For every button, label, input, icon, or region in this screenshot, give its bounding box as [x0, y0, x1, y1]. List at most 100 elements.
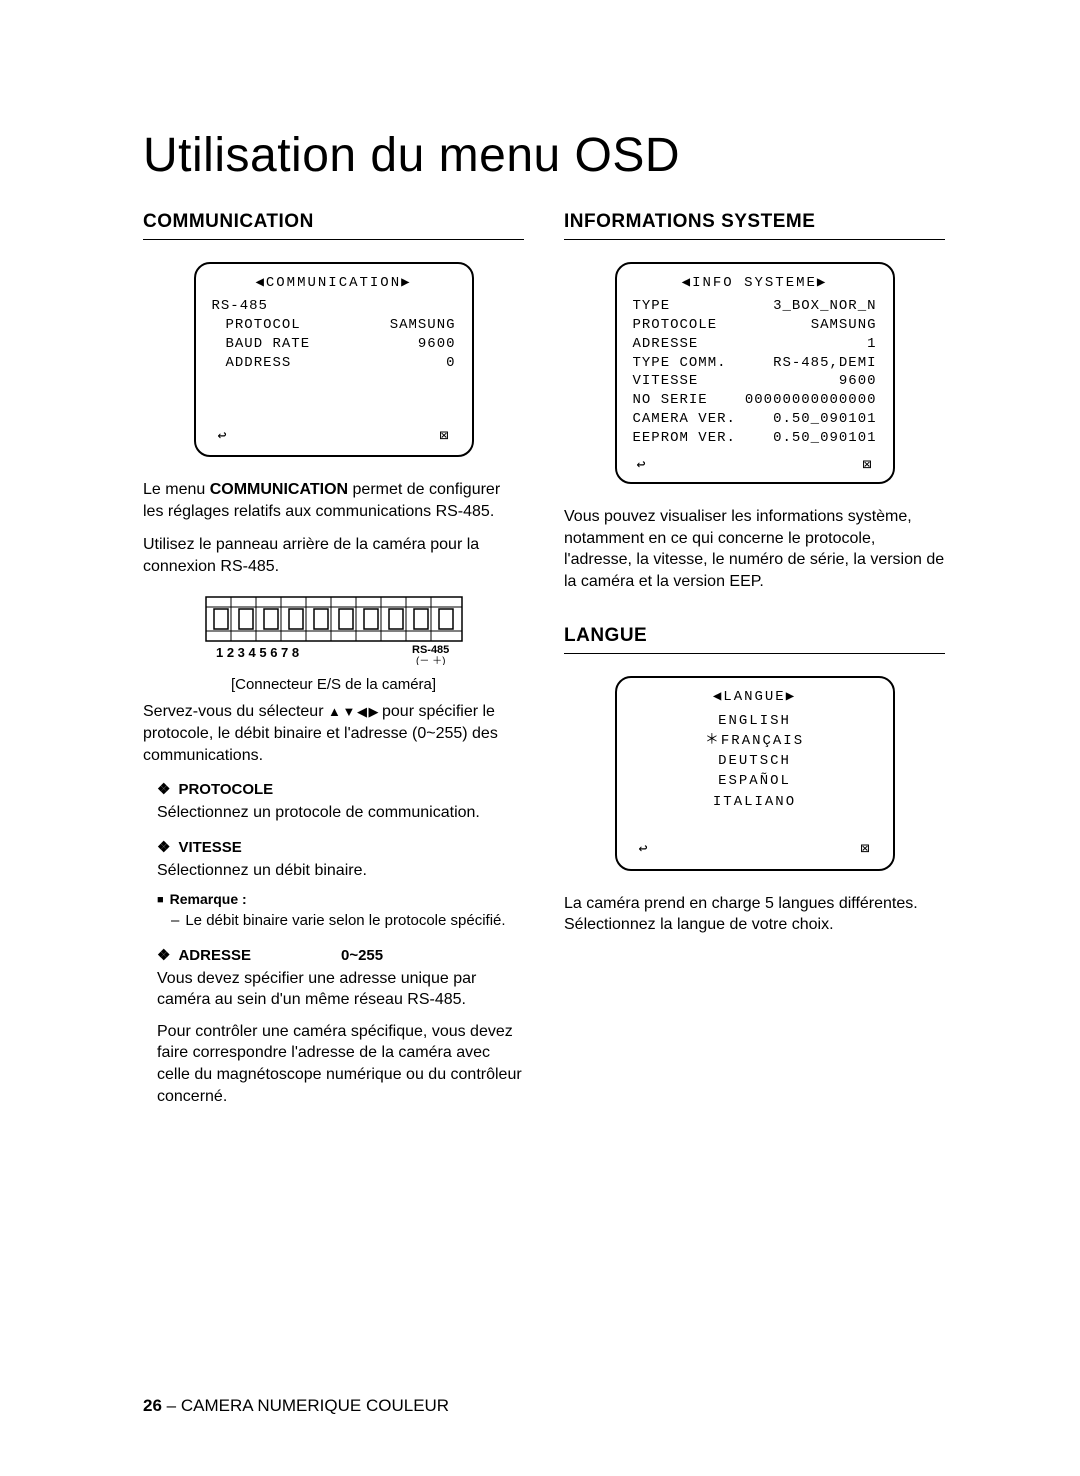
osd-communication: ◀COMMUNICATION▶ RS-485 PROTOCOL SAMSUNG …: [194, 262, 474, 457]
osd-title: ◀INFO SYSTEME▶: [633, 274, 877, 293]
osd-key: PROTOCOL: [226, 316, 301, 335]
back-icon: ↩: [637, 456, 647, 476]
text: Servez-vous du sélecteur: [143, 703, 328, 720]
lang-option: ESPAÑOL: [633, 771, 877, 791]
close-icon: ⊠: [862, 456, 872, 476]
remark-block: ■ Remarque : –Le débit binaire varie selo…: [157, 891, 524, 931]
osd-row: ADRESSE 1: [633, 335, 877, 354]
dash-icon: –: [171, 912, 179, 929]
osd-row: TYPE COMM. RS-485,DEMI: [633, 354, 877, 373]
connector-rs485-label: RS-485: [412, 644, 449, 656]
connector-svg: 1 2 3 4 5 6 7 8 RS-485 (－ ＋): [204, 595, 464, 665]
diamond-icon: ❖: [157, 781, 170, 798]
arrow-icons: ▲ ▼ ◀ ▶: [328, 704, 378, 719]
connector-polarity-label: (－ ＋): [416, 656, 445, 665]
square-bullet-icon: ■: [157, 894, 164, 906]
remark-text: Le débit binaire varie selon le protocol…: [185, 912, 505, 929]
osd-row: CAMERA VER. 0.50_090101: [633, 410, 877, 429]
osd-val: RS-485,DEMI: [773, 354, 876, 373]
paragraph: Vous pouvez visualiser les informations …: [564, 506, 945, 592]
item-text: Sélectionnez un débit binaire.: [157, 860, 524, 882]
osd-subheading: RS-485: [212, 297, 456, 316]
osd-val: 00000000000000: [745, 391, 877, 410]
osd-footer-icons: ↩ ⊠: [633, 456, 877, 476]
osd-val: 9600: [839, 372, 877, 391]
osd-info-systeme: ◀INFO SYSTEME▶ TYPE 3_BOX_NOR_N PROTOCOLE…: [615, 262, 895, 484]
lang-option: ITALIANO: [633, 792, 877, 812]
osd-val: 1: [867, 335, 876, 354]
heading-communication: COMMUNICATION: [143, 211, 524, 240]
heading-info-systeme: INFORMATIONS SYSTEME: [564, 211, 945, 240]
osd-row: EEPROM VER. 0.50_090101: [633, 429, 877, 448]
paragraph: Utilisez le panneau arrière de la caméra…: [143, 534, 524, 577]
footer-doc-title: CAMERA NUMERIQUE COULEUR: [181, 1396, 449, 1415]
osd-val: 3_BOX_NOR_N: [773, 297, 876, 316]
connector-numbers: 1 2 3 4 5 6 7 8: [216, 645, 299, 660]
item-text: Vous devez spécifier une adresse unique …: [157, 968, 524, 1011]
osd-val: 0.50_090101: [773, 429, 876, 448]
osd-key: NO SERIE: [633, 391, 708, 410]
paragraph: Servez-vous du sélecteur ▲ ▼ ◀ ▶ pour sp…: [143, 701, 524, 766]
back-icon: ↩: [218, 427, 228, 447]
page-number: 26: [143, 1396, 162, 1415]
osd-key: BAUD RATE: [226, 335, 311, 354]
osd-row: PROTOCOL SAMSUNG: [212, 316, 456, 335]
osd-langue: ◀LANGUE▶ ENGLISH ＊FRANÇAIS DEUTSCH ESPAÑ…: [615, 676, 895, 871]
osd-title: ◀COMMUNICATION▶: [212, 274, 456, 293]
osd-val: 9600: [418, 335, 456, 354]
connector-caption: [Connecteur E/S de la caméra]: [204, 676, 464, 693]
paragraph: La caméra prend en charge 5 langues diff…: [564, 893, 945, 936]
remark-heading: Remarque :: [170, 891, 247, 907]
item-adresse: ❖ ADRESSE 0~255 Vous devez spécifier une a…: [157, 946, 524, 1108]
page-title: Utilisation du menu OSD: [143, 128, 945, 183]
osd-key: ADRESSE: [633, 335, 699, 354]
connector-diagram: 1 2 3 4 5 6 7 8 RS-485 (－ ＋) [Connecteur…: [204, 595, 464, 693]
osd-key: PROTOCOLE: [633, 316, 718, 335]
osd-val: SAMSUNG: [390, 316, 456, 335]
osd-row: NO SERIE 00000000000000: [633, 391, 877, 410]
left-column: COMMUNICATION ◀COMMUNICATION▶ RS-485 PRO…: [143, 211, 524, 1113]
heading-langue: LANGUE: [564, 625, 945, 654]
lang-option-selected: ＊FRANÇAIS: [633, 731, 877, 751]
osd-footer-icons: ↩ ⊠: [635, 840, 875, 860]
lang-option: DEUTSCH: [633, 751, 877, 771]
page-footer: 26 – CAMERA NUMERIQUE COULEUR: [143, 1396, 449, 1416]
osd-key: TYPE COMM.: [633, 354, 727, 373]
osd-row: BAUD RATE 9600: [212, 335, 456, 354]
bold-text: COMMUNICATION: [210, 481, 348, 498]
item-text: Pour contrôler une caméra spécifique, vo…: [157, 1021, 524, 1107]
item-heading: ADRESSE: [178, 947, 251, 964]
diamond-icon: ❖: [157, 839, 170, 856]
text: Le menu: [143, 481, 210, 498]
osd-key: CAMERA VER.: [633, 410, 736, 429]
two-column-layout: COMMUNICATION ◀COMMUNICATION▶ RS-485 PRO…: [143, 211, 945, 1113]
paragraph: Le menu COMMUNICATION permet de configur…: [143, 479, 524, 522]
osd-key: VITESSE: [633, 372, 699, 391]
osd-key: TYPE: [633, 297, 671, 316]
close-icon: ⊠: [439, 427, 449, 447]
osd-row: TYPE 3_BOX_NOR_N: [633, 297, 877, 316]
right-column: INFORMATIONS SYSTEME ◀INFO SYSTEME▶ TYPE…: [564, 211, 945, 1113]
footer-sep: –: [162, 1396, 181, 1415]
osd-key: ADDRESS: [226, 354, 292, 373]
osd-title: ◀LANGUE▶: [633, 688, 877, 707]
item-heading: PROTOCOLE: [178, 781, 273, 798]
item-vitesse: ❖ VITESSE Sélectionnez un débit binaire.: [157, 838, 524, 882]
item-range: 0~255: [341, 947, 383, 964]
osd-row: PROTOCOLE SAMSUNG: [633, 316, 877, 335]
osd-row: VITESSE 9600: [633, 372, 877, 391]
lang-option: ENGLISH: [633, 711, 877, 731]
diamond-icon: ❖: [157, 947, 170, 964]
item-text: Sélectionnez un protocole de communicati…: [157, 802, 524, 824]
close-icon: ⊠: [860, 840, 870, 860]
osd-row: ADDRESS 0: [212, 354, 456, 373]
item-heading: VITESSE: [178, 839, 241, 856]
osd-val: 0.50_090101: [773, 410, 876, 429]
language-list: ENGLISH ＊FRANÇAIS DEUTSCH ESPAÑOL ITALIA…: [633, 711, 877, 812]
item-protocole: ❖ PROTOCOLE Sélectionnez un protocole de …: [157, 780, 524, 824]
back-icon: ↩: [639, 840, 649, 860]
osd-val: 0: [446, 354, 455, 373]
osd-footer-icons: ↩ ⊠: [214, 427, 454, 447]
osd-val: SAMSUNG: [811, 316, 877, 335]
osd-key: EEPROM VER.: [633, 429, 736, 448]
